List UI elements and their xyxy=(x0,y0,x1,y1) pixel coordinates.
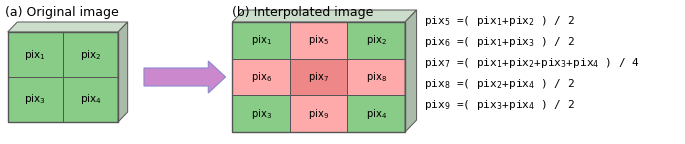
FancyBboxPatch shape xyxy=(347,95,405,132)
FancyBboxPatch shape xyxy=(290,95,347,132)
FancyBboxPatch shape xyxy=(8,32,63,77)
Text: pix$_4$: pix$_4$ xyxy=(79,92,101,107)
Text: pix$_4$: pix$_4$ xyxy=(366,107,387,121)
FancyArrow shape xyxy=(144,61,225,93)
FancyBboxPatch shape xyxy=(290,22,347,59)
Text: pix$_7$: pix$_7$ xyxy=(308,70,329,84)
Polygon shape xyxy=(118,22,127,122)
Text: pix$_8$: pix$_8$ xyxy=(366,70,387,84)
Text: pix$_2$: pix$_2$ xyxy=(366,33,387,47)
Text: (a) Original image: (a) Original image xyxy=(5,6,119,19)
FancyBboxPatch shape xyxy=(63,32,118,77)
FancyBboxPatch shape xyxy=(8,77,63,122)
FancyBboxPatch shape xyxy=(63,77,118,122)
Text: pix$_1$: pix$_1$ xyxy=(251,33,271,47)
Polygon shape xyxy=(8,22,127,32)
Text: pix$_6$ =( pix$_1$+pix$_3$ ) / 2: pix$_6$ =( pix$_1$+pix$_3$ ) / 2 xyxy=(424,35,575,49)
FancyBboxPatch shape xyxy=(290,59,347,95)
FancyBboxPatch shape xyxy=(347,59,405,95)
Text: pix$_2$: pix$_2$ xyxy=(79,48,101,61)
Polygon shape xyxy=(232,10,416,22)
FancyBboxPatch shape xyxy=(232,59,290,95)
Text: pix$_5$ =( pix$_1$+pix$_2$ ) / 2: pix$_5$ =( pix$_1$+pix$_2$ ) / 2 xyxy=(424,14,575,28)
Text: pix$_9$ =( pix$_3$+pix$_4$ ) / 2: pix$_9$ =( pix$_3$+pix$_4$ ) / 2 xyxy=(424,98,575,112)
Text: pix$_8$ =( pix$_2$+pix$_4$ ) / 2: pix$_8$ =( pix$_2$+pix$_4$ ) / 2 xyxy=(424,77,575,91)
FancyBboxPatch shape xyxy=(232,22,290,59)
Text: pix$_3$: pix$_3$ xyxy=(251,107,272,121)
Text: pix$_9$: pix$_9$ xyxy=(308,107,329,121)
Text: pix$_3$: pix$_3$ xyxy=(25,92,46,107)
FancyBboxPatch shape xyxy=(232,95,290,132)
Text: pix$_7$ =( pix$_1$+pix$_2$+pix$_3$+pix$_4$ ) / 4: pix$_7$ =( pix$_1$+pix$_2$+pix$_3$+pix$_… xyxy=(424,56,640,70)
Text: pix$_1$: pix$_1$ xyxy=(25,48,46,61)
Polygon shape xyxy=(405,10,416,132)
Text: pix$_6$: pix$_6$ xyxy=(251,70,272,84)
FancyBboxPatch shape xyxy=(347,22,405,59)
Text: pix$_5$: pix$_5$ xyxy=(308,33,329,47)
Text: (b) Interpolated image: (b) Interpolated image xyxy=(232,6,374,19)
